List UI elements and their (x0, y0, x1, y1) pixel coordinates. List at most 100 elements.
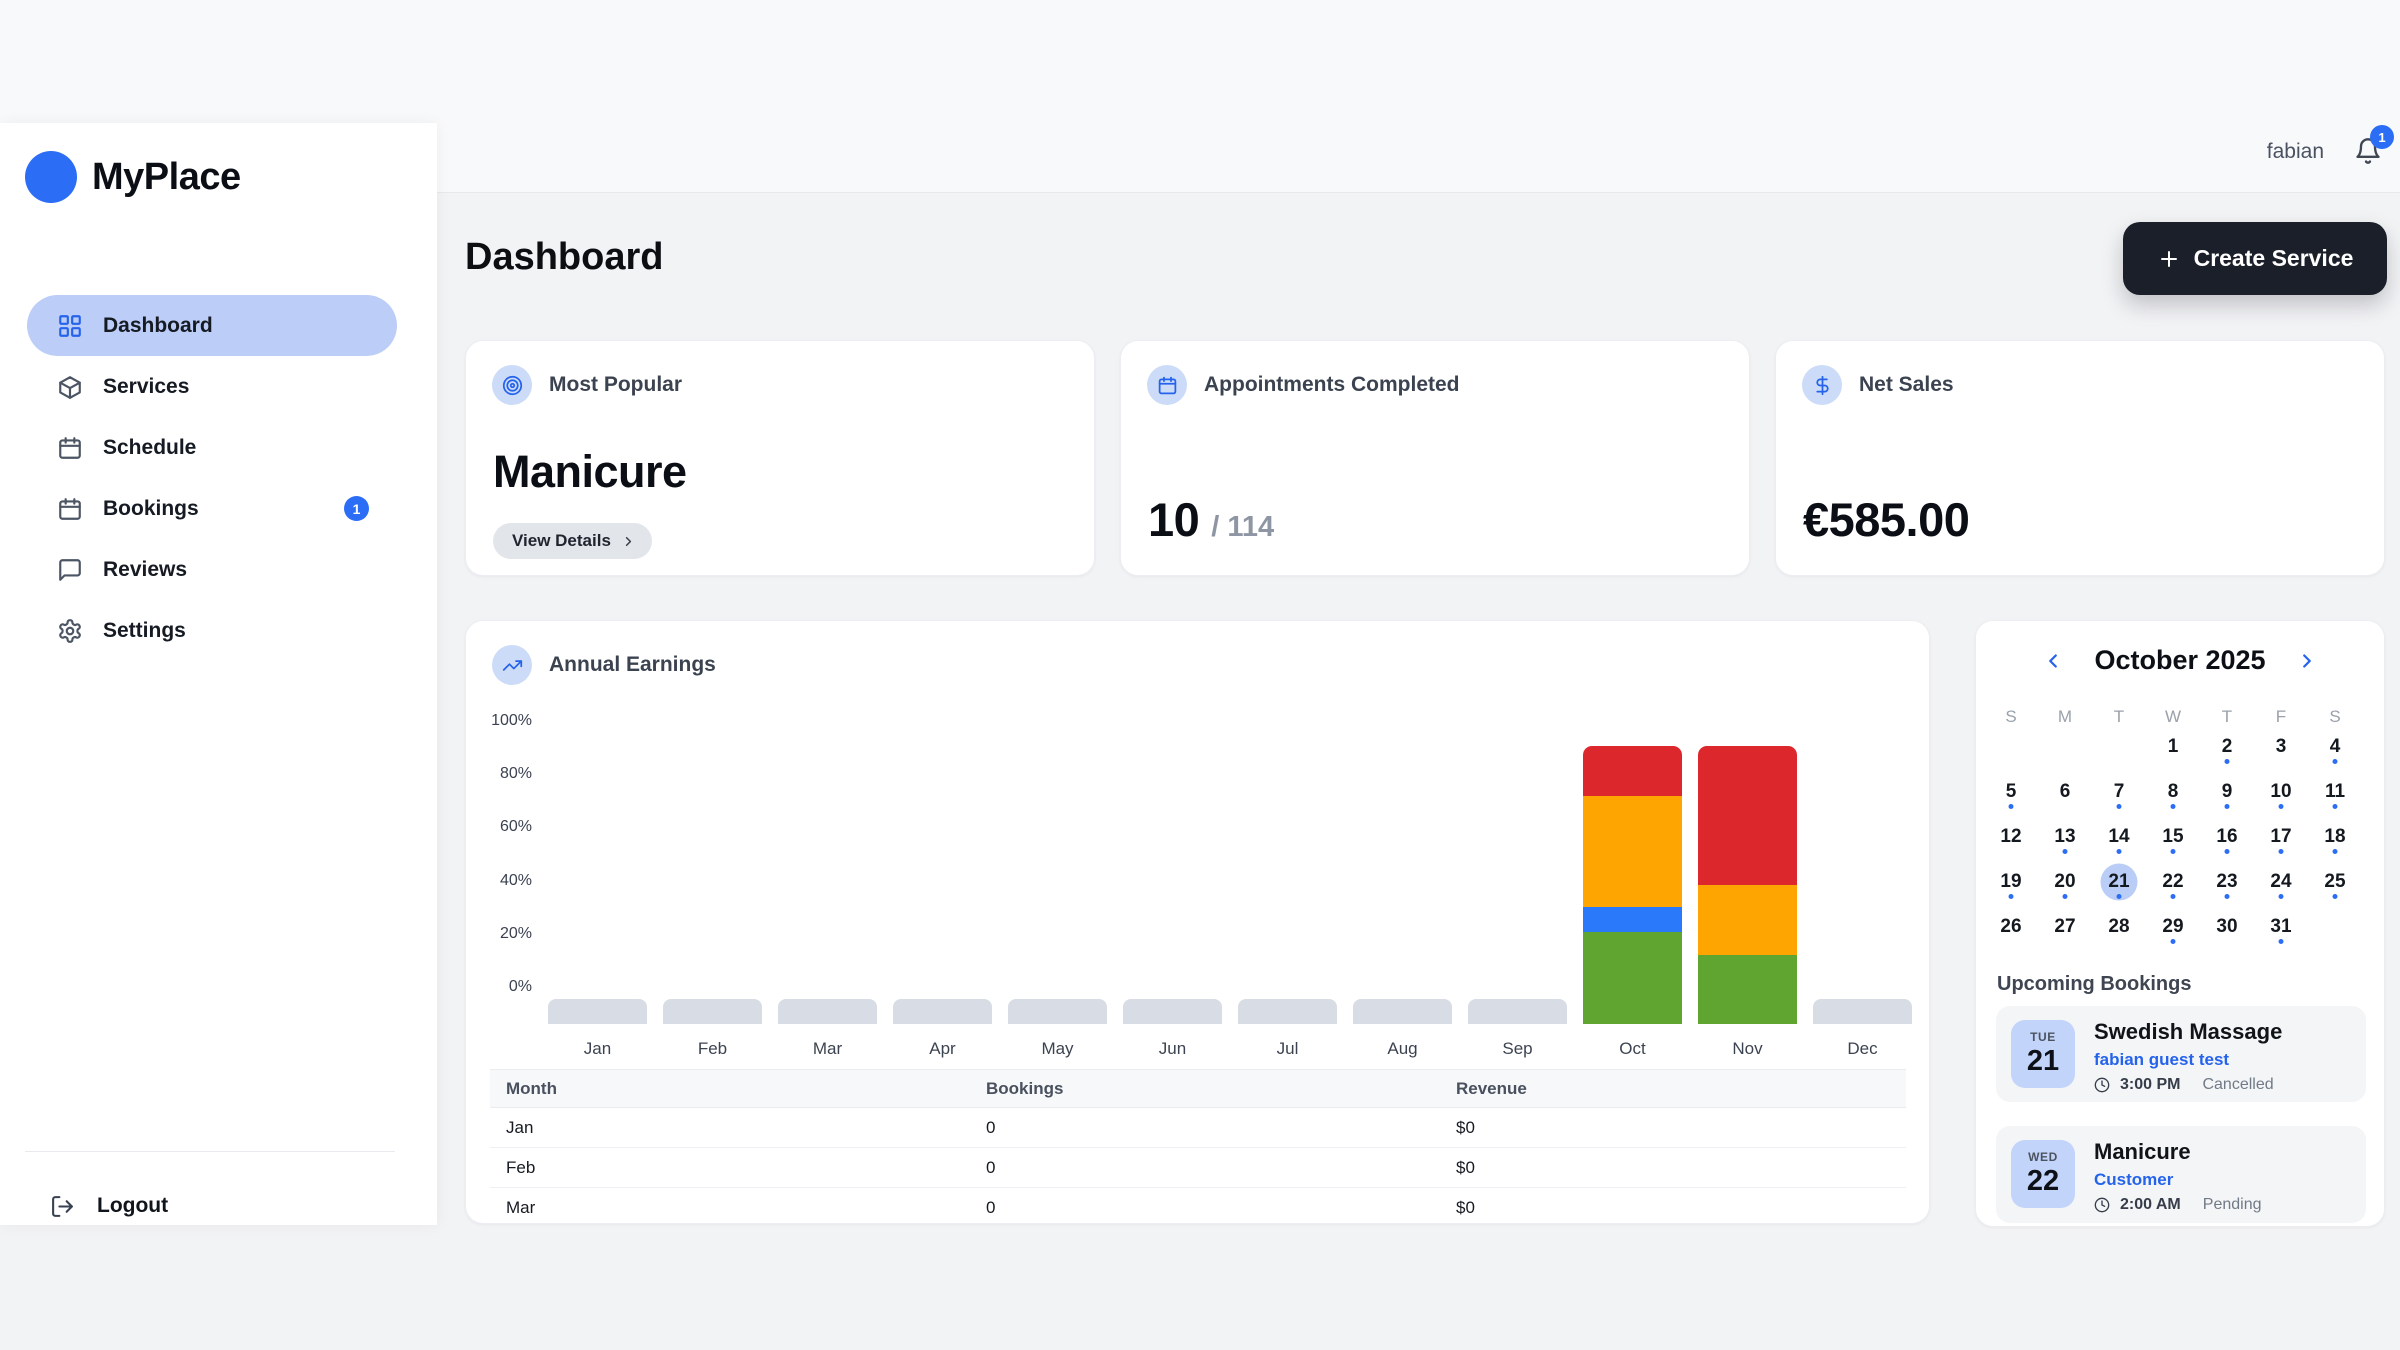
calendar-prev-button[interactable] (2038, 646, 2068, 676)
table-cell: Feb (490, 1147, 970, 1188)
calendar-day-22[interactable]: 22 (2146, 859, 2200, 904)
bar-feb (663, 746, 762, 1024)
calendar-day-15[interactable]: 15 (2146, 814, 2200, 859)
calendar-day-17[interactable]: 17 (2254, 814, 2308, 859)
booking-dot (2170, 939, 2176, 944)
calendar-day-5[interactable]: 5 (1984, 769, 2038, 814)
x-axis-label: Aug (1387, 1039, 1418, 1058)
notifications-button[interactable]: 1 (2354, 125, 2394, 167)
table-header-bookings: Bookings (970, 1069, 1440, 1108)
calendar-day-6[interactable]: 6 (2059, 780, 2071, 802)
booking-dot (2116, 894, 2122, 899)
calendar-day-28[interactable]: 28 (2108, 915, 2130, 937)
booking-dot (2116, 804, 2122, 809)
earnings-table-body: Jan 0 $0 Feb 0 $0 Mar 0 $0 (490, 1107, 1906, 1223)
calendar-day-24[interactable]: 24 (2254, 859, 2308, 904)
calendar-day-12[interactable]: 12 (2000, 825, 2022, 847)
calendar-day-7[interactable]: 7 (2092, 769, 2146, 814)
calendar-icon (1147, 365, 1187, 405)
logo-circle-icon (25, 151, 77, 203)
net-sales-value: €585.00 (1803, 493, 1970, 546)
table-row: Mar 0 $0 (490, 1187, 1906, 1223)
booking-date-chip: TUE 21 (2011, 1020, 2075, 1088)
booking-dot (2332, 849, 2338, 854)
sidebar-item-label: Schedule (103, 435, 197, 459)
booking-dot (2224, 759, 2230, 764)
create-service-button[interactable]: Create Service (2123, 222, 2387, 295)
table-header-month: Month (490, 1069, 970, 1108)
booking-dot (2332, 804, 2338, 809)
calendar-next-button[interactable] (2292, 646, 2322, 676)
booking-customer-link[interactable]: Customer (2094, 1170, 2174, 1189)
bar-placeholder (548, 999, 647, 1024)
sidebar-item-dashboard[interactable]: Dashboard (27, 295, 397, 356)
bar-sep (1468, 746, 1567, 1024)
view-details-button[interactable]: View Details (493, 523, 652, 559)
booking-dot (2224, 849, 2230, 854)
booking-status: Pending (2202, 1196, 2262, 1213)
calendar-day-10[interactable]: 10 (2254, 769, 2308, 814)
x-axis-label: Jun (1158, 1039, 1187, 1058)
x-axis-label: Oct (1619, 1039, 1646, 1058)
booking-time: 2:00 AM (2120, 1196, 2181, 1213)
calendar-day-8[interactable]: 8 (2146, 769, 2200, 814)
calendar-day-20[interactable]: 20 (2038, 859, 2092, 904)
table-cell: $0 (1440, 1187, 1906, 1223)
sidebar: MyPlace Dashboard Services Schedule Booking… (0, 123, 437, 1225)
calendar-day-30[interactable]: 30 (2216, 915, 2238, 937)
calendar-day-31[interactable]: 31 (2254, 904, 2308, 949)
calendar-day-9[interactable]: 9 (2200, 769, 2254, 814)
calendar-day-27[interactable]: 27 (2054, 915, 2076, 937)
table-header-revenue: Revenue (1440, 1069, 1906, 1108)
x-axis-label: Apr (929, 1039, 956, 1058)
bar-placeholder (1468, 999, 1567, 1024)
weekday-label: W (2164, 707, 2182, 726)
calendar-day-14[interactable]: 14 (2092, 814, 2146, 859)
x-axis-label: Dec (1847, 1039, 1878, 1058)
bookings-badge: 1 (344, 496, 369, 521)
calendar-day-29[interactable]: 29 (2146, 904, 2200, 949)
plus-icon (2160, 250, 2177, 267)
calendar-day-13[interactable]: 13 (2038, 814, 2092, 859)
sidebar-item-reviews[interactable]: Reviews (27, 539, 397, 600)
sidebar-item-settings[interactable]: Settings (27, 600, 397, 661)
sidebar-item-services[interactable]: Services (27, 356, 397, 417)
calendar-day-19[interactable]: 19 (1984, 859, 2038, 904)
x-axis-label: Feb (697, 1039, 728, 1058)
booking-customer-link[interactable]: fabian guest test (2094, 1050, 2230, 1069)
bar-dec (1813, 746, 1912, 1024)
booking-card[interactable]: WED 22 Manicure Customer 2:00 AM Pending (1996, 1126, 2366, 1223)
sidebar-item-label: Dashboard (103, 313, 213, 337)
sidebar-item-schedule[interactable]: Schedule (27, 417, 397, 478)
chart-bars (548, 746, 1912, 1024)
calendar-day-25[interactable]: 25 (2308, 859, 2362, 904)
calendar-day-11[interactable]: 11 (2308, 769, 2362, 814)
calendar-day-18[interactable]: 18 (2308, 814, 2362, 859)
logout-icon (52, 1195, 73, 1217)
target-icon (492, 365, 532, 405)
app-name: MyPlace (92, 155, 241, 198)
weekday-label: F (2275, 707, 2287, 726)
sidebar-item-bookings[interactable]: Bookings 1 (27, 478, 397, 539)
chevron-right-icon (625, 536, 632, 546)
calendar-day-16[interactable]: 16 (2200, 814, 2254, 859)
weekday-label: S (2329, 707, 2341, 726)
calendar-day-1[interactable]: 1 (2167, 735, 2179, 757)
logout-button[interactable]: Logout (50, 1178, 168, 1234)
calendar-day-23[interactable]: 23 (2200, 859, 2254, 904)
calendar-day-26[interactable]: 26 (2000, 915, 2022, 937)
bar-placeholder (1123, 999, 1222, 1024)
table-cell: $0 (1440, 1107, 1906, 1148)
booking-card[interactable]: TUE 21 Swedish Massage fabian guest test… (1996, 1006, 2366, 1102)
calendar-day-3[interactable]: 3 (2275, 735, 2287, 757)
booking-time: 3:00 PM (2120, 1076, 2181, 1093)
user-row: fabian 1 (2267, 125, 2394, 178)
booking-dot (2116, 849, 2122, 854)
calendar-day-21[interactable]: 21 (2092, 859, 2146, 904)
y-tick: 40% (499, 871, 532, 889)
table-cell: Mar (490, 1187, 970, 1223)
sidebar-item-label: Services (103, 374, 190, 398)
calendar-day-2[interactable]: 2 (2200, 724, 2254, 769)
package-icon (57, 374, 83, 400)
calendar-day-4[interactable]: 4 (2308, 724, 2362, 769)
